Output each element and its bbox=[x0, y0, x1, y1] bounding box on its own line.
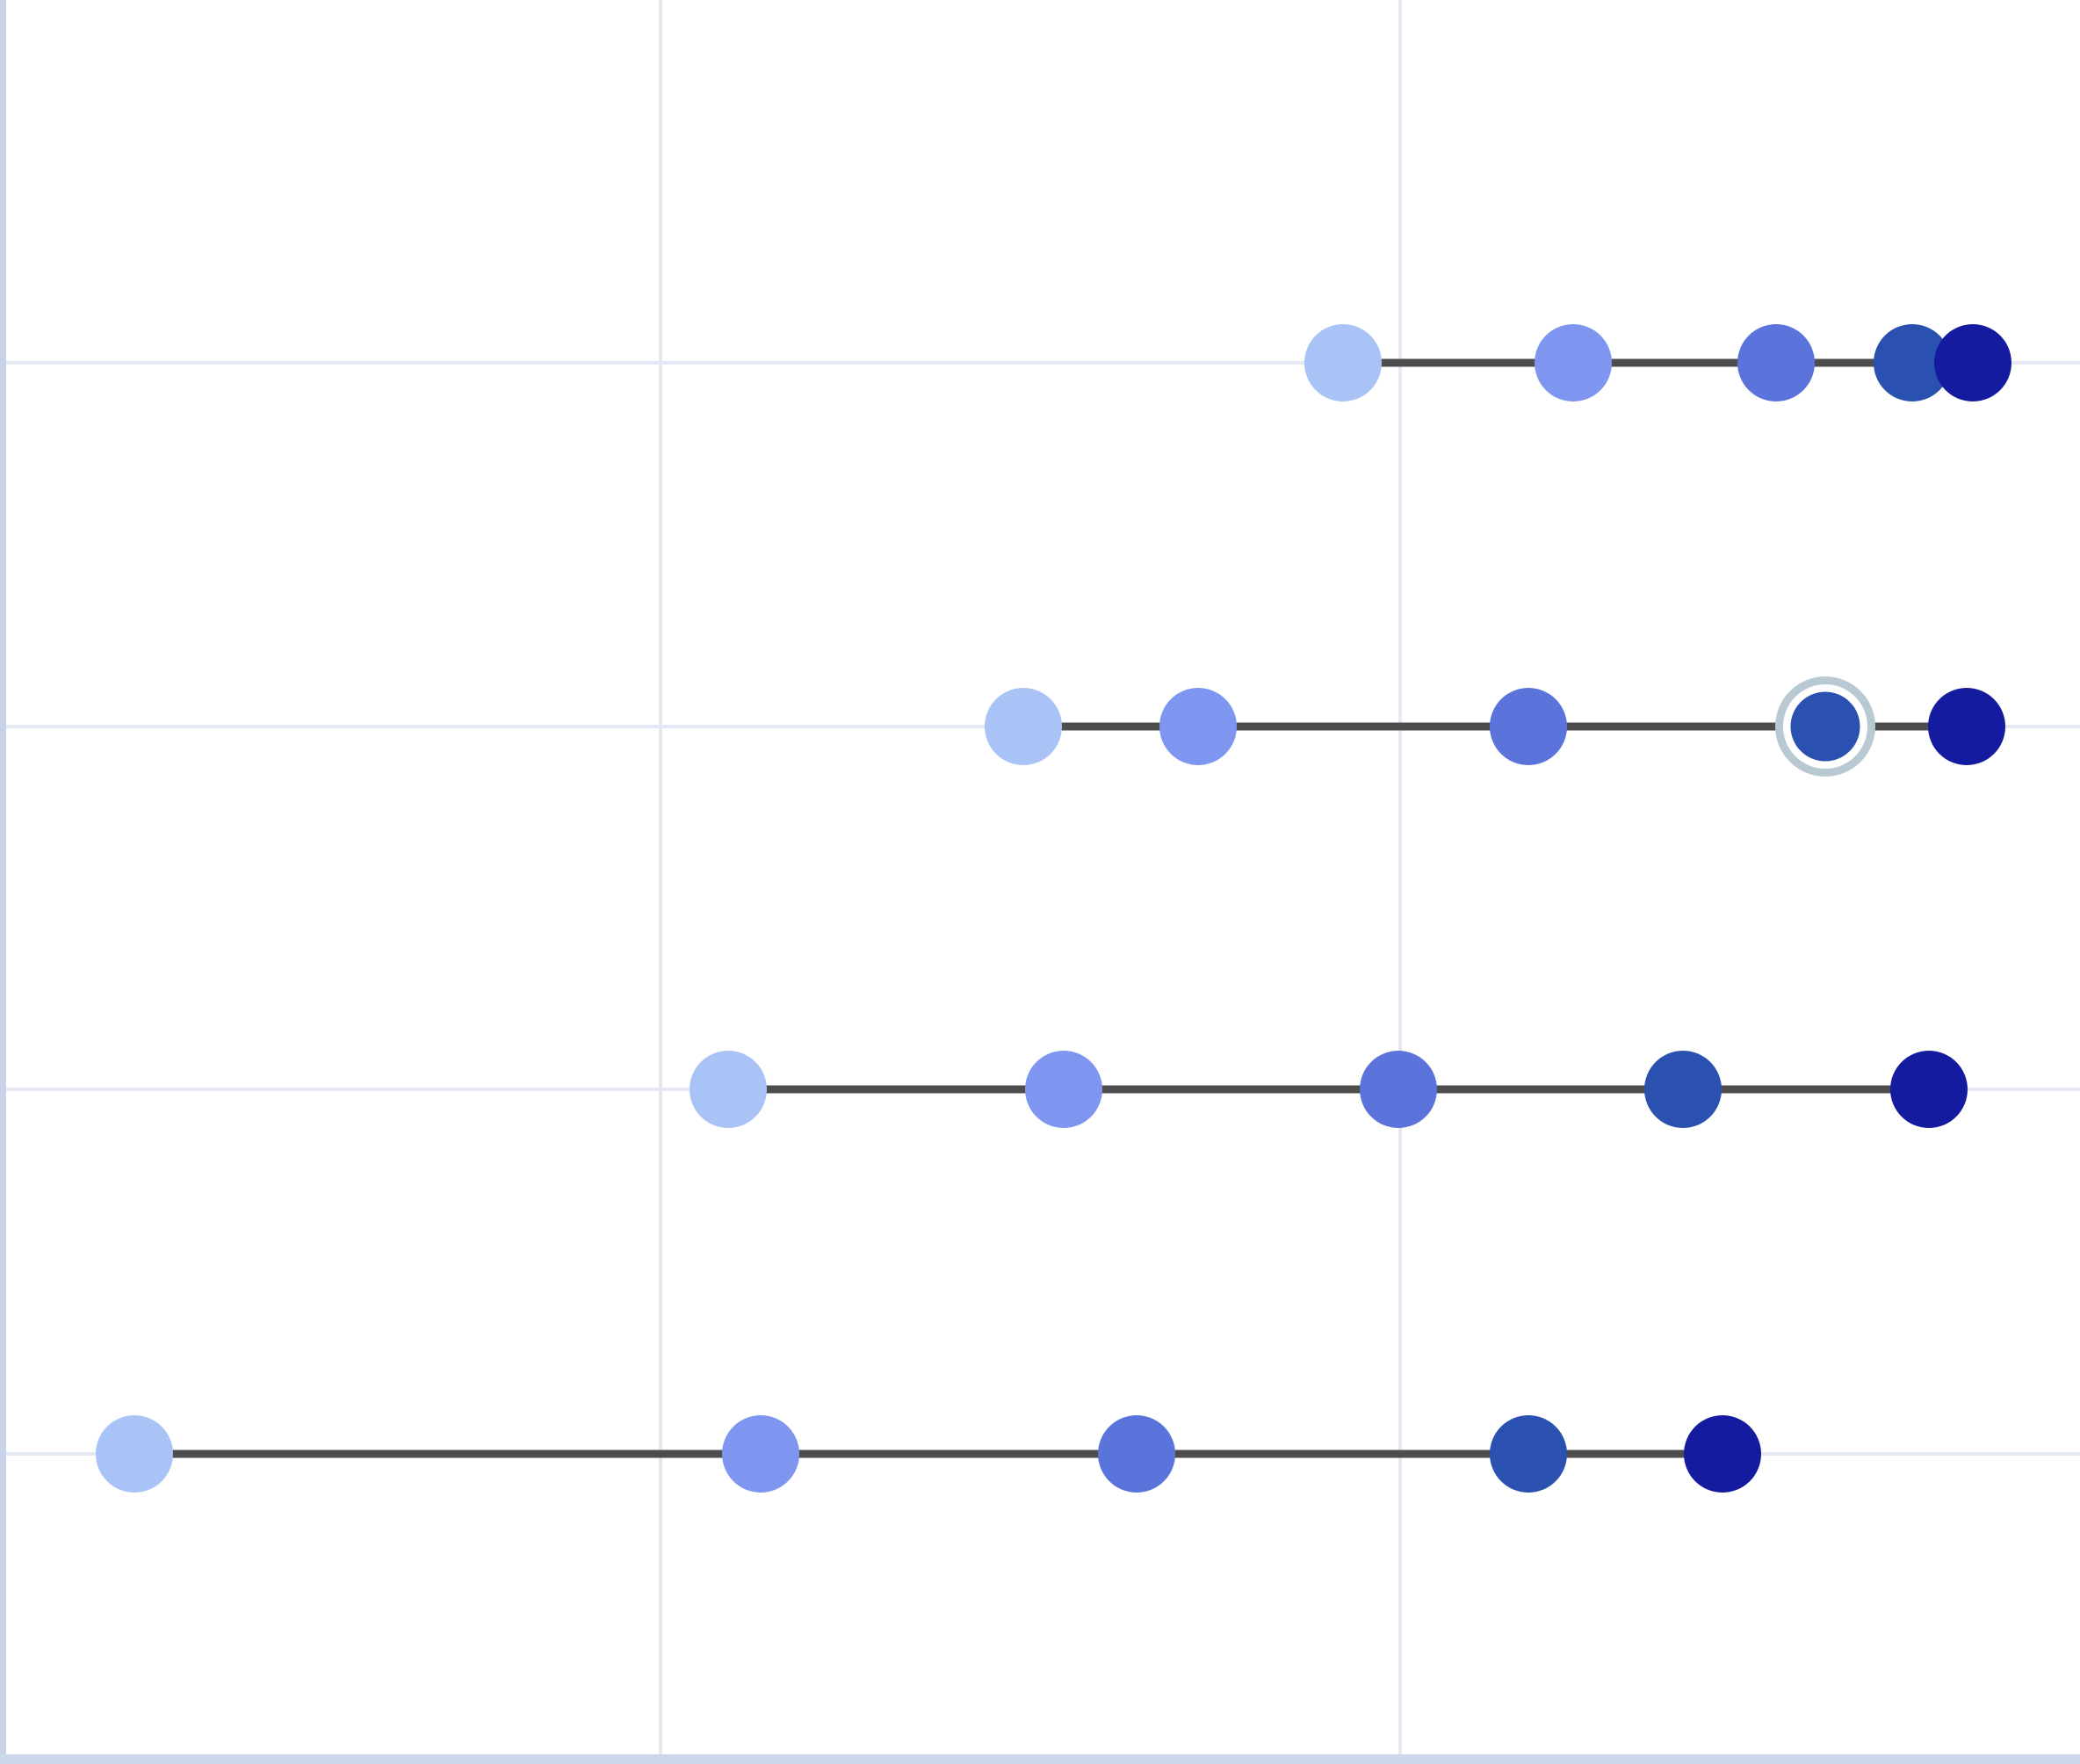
selected-data-point-dot[interactable] bbox=[1790, 691, 1860, 762]
data-point-dot[interactable] bbox=[1934, 324, 2011, 401]
data-point-dot[interactable] bbox=[1874, 324, 1951, 401]
data-point-dot[interactable] bbox=[1490, 1415, 1567, 1493]
data-point-dot[interactable] bbox=[1098, 1415, 1175, 1493]
data-point-dot[interactable] bbox=[722, 1415, 799, 1493]
data-point-dot[interactable] bbox=[985, 688, 1062, 765]
data-point-dot[interactable] bbox=[1644, 1051, 1722, 1128]
data-point-dot[interactable] bbox=[1490, 688, 1567, 765]
data-point-dot[interactable] bbox=[1159, 688, 1237, 765]
bottom-axis-border bbox=[0, 1754, 2080, 1764]
data-point-dot[interactable] bbox=[1928, 688, 2005, 765]
data-point-dot[interactable] bbox=[1684, 1415, 1761, 1493]
data-point-dot[interactable] bbox=[1890, 1051, 1968, 1128]
data-point-dot[interactable] bbox=[690, 1051, 767, 1128]
data-point-dot[interactable] bbox=[96, 1415, 173, 1493]
data-point-dot[interactable] bbox=[1737, 324, 1815, 401]
left-axis-border bbox=[0, 0, 6, 1764]
data-point-dot[interactable] bbox=[1535, 324, 1612, 401]
data-point-dot[interactable] bbox=[1360, 1051, 1437, 1128]
data-point-dot[interactable] bbox=[1304, 324, 1382, 401]
data-point-dot[interactable] bbox=[1025, 1051, 1102, 1128]
